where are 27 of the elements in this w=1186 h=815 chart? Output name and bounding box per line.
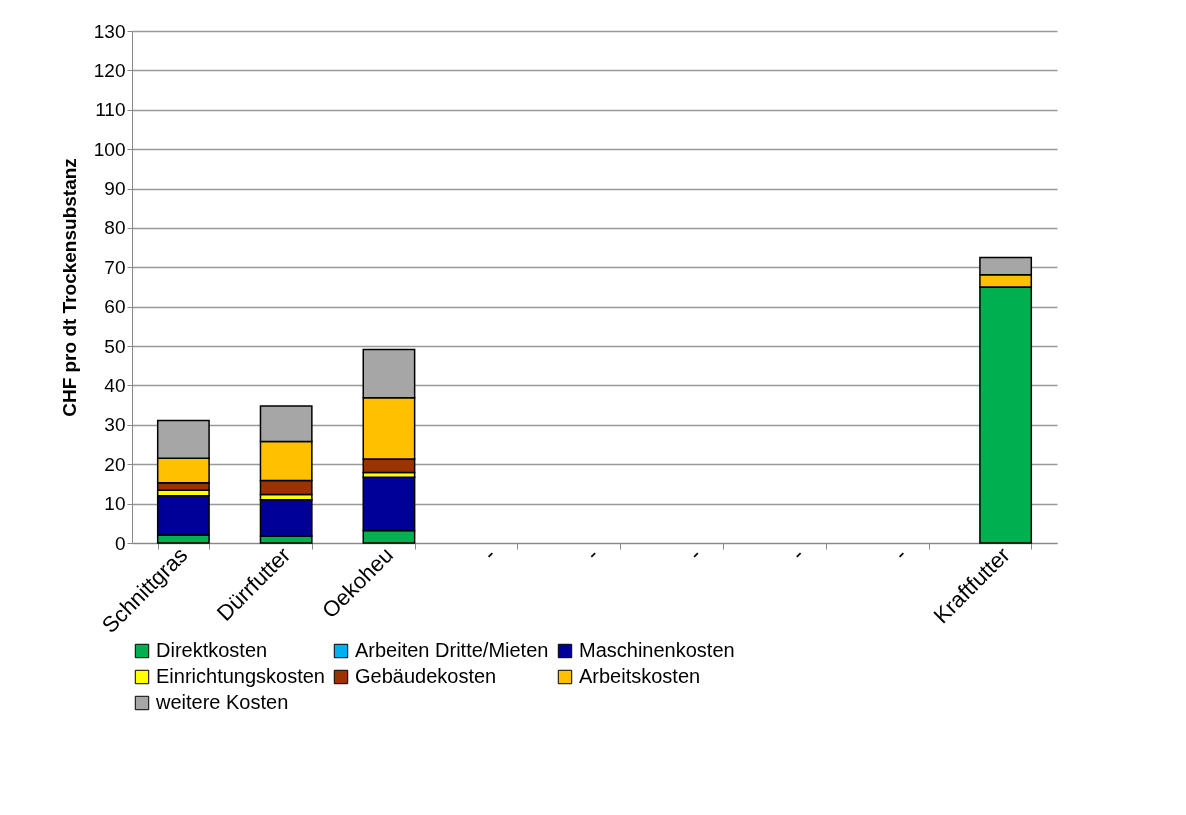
y-tick-label: 70	[104, 256, 126, 278]
x-tick-label: -	[580, 542, 604, 566]
legend-label: Arbeitskosten	[579, 665, 701, 687]
x-tick-label: -	[786, 542, 810, 566]
y-axis-title: CHF pro dt Trockensubstanz	[58, 158, 80, 417]
legend-label: Direktkosten	[156, 639, 268, 661]
y-tick-label: 90	[104, 178, 126, 200]
y-tick-label: 80	[104, 217, 126, 239]
y-tick-label: 110	[95, 99, 126, 121]
y-tick-label: 120	[93, 59, 126, 81]
x-tick-label: -	[477, 542, 501, 566]
legend-label: Gebäudekosten	[355, 665, 497, 687]
y-tick-label: 0	[114, 532, 126, 554]
legend-label: Arbeiten Dritte/Mieten	[355, 639, 549, 661]
y-tick-label: 60	[104, 296, 126, 318]
y-tick-label: 100	[93, 138, 126, 160]
x-tick-label: -	[888, 542, 912, 566]
legend-label: Einrichtungskosten	[156, 665, 325, 687]
x-tick-label: -	[683, 542, 707, 566]
y-tick-label: 130	[93, 20, 126, 42]
legend-label: weitere Kosten	[155, 691, 289, 713]
legend-label: Maschinenkosten	[579, 639, 735, 661]
y-tick-label: 50	[104, 335, 126, 357]
y-tick-label: 10	[104, 493, 126, 515]
y-tick-label: 20	[104, 453, 126, 475]
y-tick-label: 40	[104, 374, 126, 396]
y-tick-label: 30	[104, 414, 126, 436]
